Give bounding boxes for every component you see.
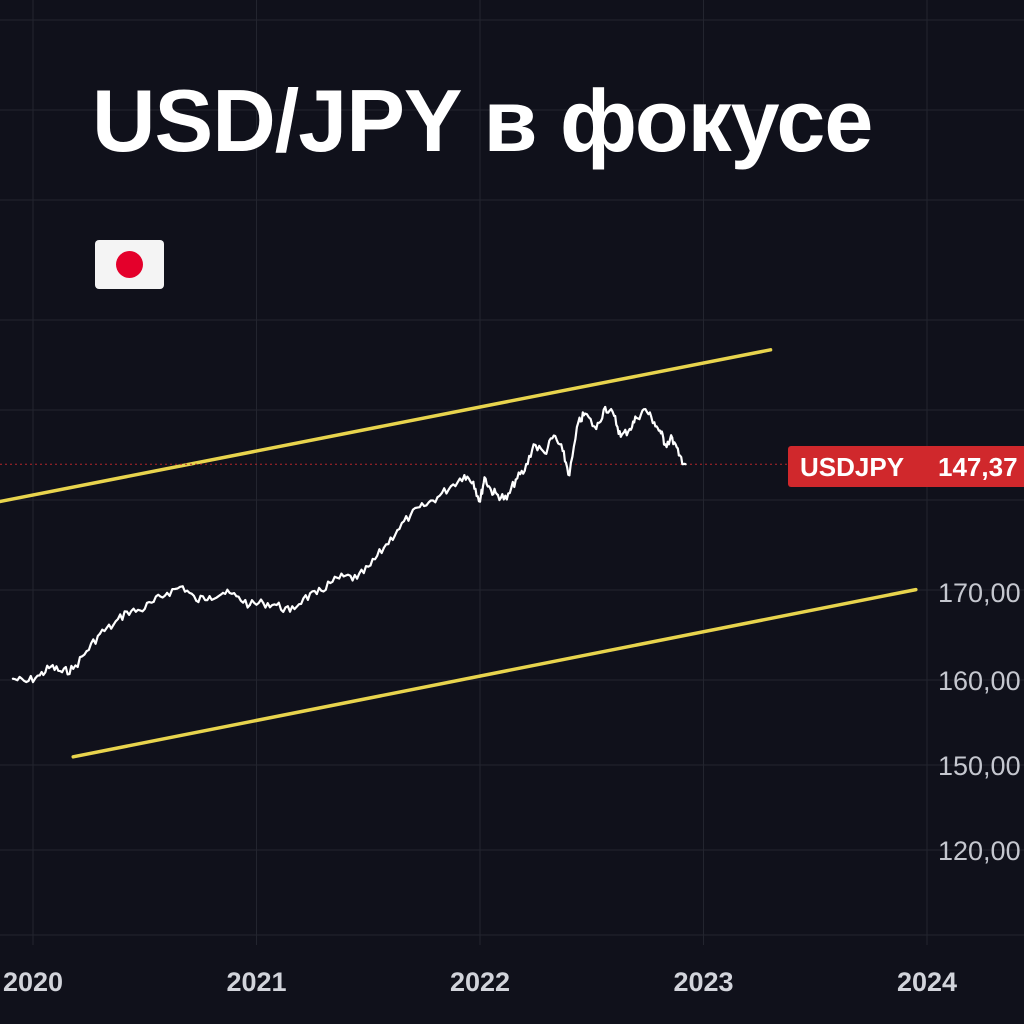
price-point xyxy=(355,577,359,580)
price-point xyxy=(514,478,517,481)
price-point xyxy=(613,414,616,417)
price-badge-value: 147,37 xyxy=(938,452,1018,482)
price-point xyxy=(152,600,155,603)
x-tick-label: 2020 xyxy=(3,967,63,997)
price-point xyxy=(478,500,482,503)
y-axis: 120,00 150,00 160,00 170,00 xyxy=(938,578,1021,866)
price-point xyxy=(38,674,41,677)
price-point xyxy=(595,427,598,431)
price-point xyxy=(409,513,412,516)
price-point xyxy=(423,504,426,508)
price-point xyxy=(436,496,439,499)
price-point xyxy=(568,474,571,477)
price-point xyxy=(195,599,198,602)
price-point xyxy=(653,421,656,424)
price-point xyxy=(449,485,453,488)
price-point xyxy=(139,609,142,612)
price-point xyxy=(125,610,128,613)
price-points xyxy=(11,405,687,684)
price-point xyxy=(604,405,607,409)
price-point xyxy=(472,480,475,483)
price-point xyxy=(315,592,318,596)
y-tick-label: 150,00 xyxy=(938,751,1021,781)
price-point xyxy=(644,408,647,411)
price-point xyxy=(275,603,278,607)
price-point xyxy=(221,591,225,595)
trend-channel-upper-line xyxy=(0,348,773,504)
price-point xyxy=(543,452,546,455)
price-point xyxy=(25,680,28,684)
x-axis: 2020 2021 2022 2023 2024 xyxy=(3,967,957,997)
price-point xyxy=(583,412,587,415)
japan-flag-icon xyxy=(95,240,164,289)
y-tick-label: 120,00 xyxy=(938,836,1021,866)
price-point xyxy=(369,564,372,567)
price-point xyxy=(463,474,466,477)
price-point xyxy=(166,591,169,595)
price-point xyxy=(659,432,663,435)
price-point xyxy=(262,601,265,604)
page-title: USD/JPY в фокусе xyxy=(92,71,873,170)
price-point xyxy=(483,476,486,479)
price-point xyxy=(49,665,52,668)
y-tick-label: 170,00 xyxy=(938,578,1021,608)
trend-channel-lower-line xyxy=(71,587,918,759)
price-point xyxy=(628,427,631,431)
price-badge-symbol: USDJPY xyxy=(800,452,905,482)
price-point xyxy=(561,449,564,453)
price-point xyxy=(382,546,385,549)
price-point xyxy=(523,469,526,472)
price-point xyxy=(671,436,674,439)
price-point xyxy=(677,454,681,457)
x-tick-label: 2022 xyxy=(450,967,510,997)
price-point xyxy=(302,597,305,600)
price-point xyxy=(635,416,638,420)
x-tick-label: 2021 xyxy=(226,967,286,997)
usdjpy-price-line xyxy=(12,405,686,684)
price-point xyxy=(181,585,184,588)
price-point xyxy=(248,603,251,607)
price-point xyxy=(85,650,88,653)
price-point xyxy=(684,463,687,466)
x-tick-label: 2024 xyxy=(897,967,957,997)
price-point xyxy=(342,575,345,578)
price-point xyxy=(288,610,292,613)
price-point xyxy=(60,671,64,674)
price-point xyxy=(577,421,580,424)
price-point xyxy=(11,677,14,680)
price-point xyxy=(98,632,102,635)
price-point xyxy=(490,489,493,492)
price-point xyxy=(664,443,667,446)
price-point xyxy=(619,435,622,438)
price-point xyxy=(208,595,211,598)
price-point xyxy=(496,493,499,497)
price-point xyxy=(112,623,115,626)
price-point xyxy=(532,443,535,446)
price-point xyxy=(505,498,508,501)
y-tick-label: 160,00 xyxy=(938,666,1021,696)
x-tick-label: 2023 xyxy=(673,967,733,997)
trend-channel xyxy=(0,348,918,759)
price-point xyxy=(329,581,332,585)
price-point xyxy=(396,529,399,532)
price-point xyxy=(235,595,238,598)
flag-sun-circle xyxy=(116,251,143,278)
price-point xyxy=(72,667,75,670)
price-point xyxy=(552,434,555,437)
current-price-badge: USDJPY 147,37 xyxy=(788,446,1024,487)
